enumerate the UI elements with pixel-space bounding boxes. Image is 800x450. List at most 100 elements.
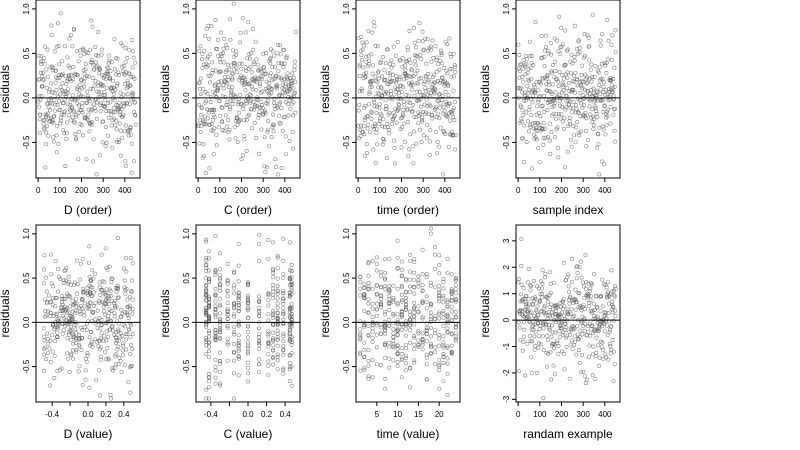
data-point — [420, 331, 425, 336]
data-point — [224, 68, 229, 73]
data-point — [204, 337, 209, 342]
x-axis-label: sample index — [533, 203, 604, 217]
y-tick-label: 1.0 — [342, 228, 351, 240]
data-point — [446, 83, 451, 88]
data-point — [265, 165, 270, 170]
data-point — [549, 130, 554, 135]
data-point — [378, 269, 383, 274]
data-point — [360, 47, 365, 52]
data-point — [37, 77, 42, 82]
data-point — [604, 60, 609, 65]
y-tick-label: 2 — [502, 264, 511, 269]
data-point — [439, 98, 444, 103]
data-point — [445, 42, 450, 47]
data-point — [383, 341, 388, 346]
data-point — [564, 105, 569, 110]
data-point — [42, 253, 47, 258]
data-point — [207, 166, 212, 171]
data-point — [213, 304, 218, 309]
x-tick-label: 200 — [235, 186, 249, 195]
data-point — [46, 133, 51, 138]
data-point — [49, 23, 54, 28]
data-point — [55, 330, 60, 335]
data-point — [209, 121, 214, 126]
data-point — [578, 304, 583, 309]
data-point — [376, 91, 381, 96]
data-point — [255, 95, 260, 100]
data-point — [112, 67, 117, 72]
data-point — [93, 300, 98, 305]
data-point — [379, 86, 384, 91]
data-point — [255, 62, 260, 67]
data-point — [276, 42, 281, 47]
y-tick-label: 1 — [502, 291, 511, 296]
data-point — [524, 294, 529, 299]
data-point — [271, 362, 276, 367]
data-point — [393, 106, 398, 111]
data-point — [107, 264, 112, 269]
data-point — [40, 84, 45, 89]
data-point — [281, 275, 286, 280]
data-point — [384, 156, 389, 161]
data-point — [581, 324, 586, 329]
data-point — [124, 70, 129, 75]
data-point — [82, 313, 87, 318]
data-point — [287, 339, 292, 344]
data-point — [206, 63, 211, 68]
data-point — [525, 70, 530, 75]
data-point — [225, 340, 230, 345]
data-point — [592, 116, 597, 121]
data-point — [573, 339, 578, 344]
y-axis-label: residuals — [158, 65, 172, 113]
data-point — [581, 103, 586, 108]
data-point — [99, 90, 104, 95]
data-point — [90, 268, 95, 273]
data-point — [51, 66, 56, 71]
data-point — [114, 330, 119, 335]
data-point — [244, 149, 249, 154]
data-point — [367, 91, 372, 96]
data-point — [239, 61, 244, 66]
data-point — [551, 280, 556, 285]
data-point — [246, 306, 251, 311]
data-point — [564, 334, 569, 339]
data-point — [587, 300, 592, 305]
data-point — [232, 350, 237, 355]
data-point — [50, 296, 55, 301]
data-point — [66, 356, 71, 361]
data-point — [263, 108, 268, 113]
data-point — [95, 100, 100, 105]
data-point — [98, 354, 103, 359]
data-point — [411, 144, 416, 149]
data-point — [287, 305, 292, 310]
data-point — [370, 306, 375, 311]
data-point — [401, 107, 406, 112]
data-point — [549, 302, 554, 307]
data-point — [421, 82, 426, 87]
data-point — [600, 340, 605, 345]
data-point — [607, 341, 612, 346]
data-point — [69, 324, 74, 329]
data-point — [257, 298, 262, 303]
data-point — [550, 330, 555, 335]
data-point — [292, 91, 297, 96]
data-point — [376, 76, 381, 81]
data-point — [106, 133, 111, 138]
data-point — [372, 104, 377, 109]
data-point — [520, 113, 525, 118]
data-point — [547, 138, 552, 143]
data-point — [207, 276, 212, 281]
data-point — [445, 329, 450, 334]
data-point — [368, 109, 373, 114]
data-point — [218, 267, 223, 272]
data-point — [275, 335, 280, 340]
data-point — [381, 136, 386, 141]
data-point — [391, 117, 396, 122]
data-point — [292, 67, 297, 72]
data-point — [569, 327, 574, 332]
data-point — [537, 160, 542, 165]
data-point — [281, 344, 286, 349]
data-point — [600, 277, 605, 282]
data-point — [451, 133, 456, 138]
data-point — [213, 333, 218, 338]
